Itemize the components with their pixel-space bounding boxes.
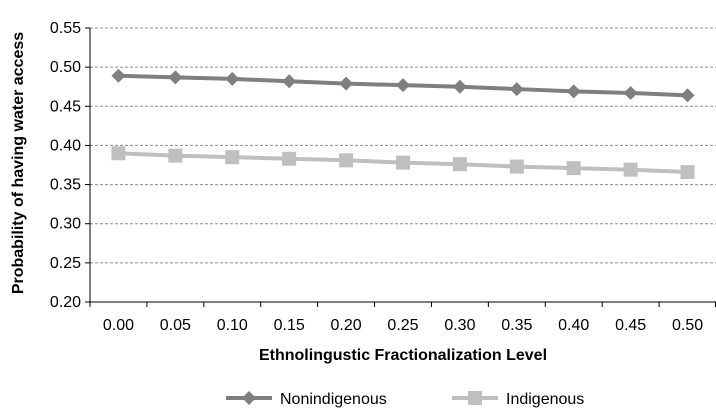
- data-point-nonindigenous: [566, 84, 581, 99]
- legend-marker-indigenous: [468, 391, 482, 405]
- x-tick-label: 0.35: [501, 317, 532, 334]
- x-tick-label: 0.20: [331, 317, 362, 334]
- axes: [85, 27, 716, 307]
- legend-item-nonindigenous: Nonindigenous: [226, 391, 387, 408]
- data-point-indigenous: [509, 159, 524, 174]
- x-tick-label: 0.25: [387, 317, 418, 334]
- data-point-indigenous: [623, 162, 638, 177]
- data-point-indigenous: [339, 153, 354, 168]
- data-point-indigenous: [566, 161, 581, 176]
- data-point-indigenous: [396, 155, 410, 170]
- x-tick-label: 0.30: [444, 317, 475, 334]
- data-point-indigenous: [282, 151, 297, 166]
- legend: Nonindigenous Indigenous: [226, 391, 584, 408]
- legend-label-indigenous: Indigenous: [506, 391, 584, 408]
- series-nonindigenous: [111, 68, 695, 103]
- data-point-nonindigenous: [225, 71, 240, 86]
- x-tick-label: 0.05: [160, 317, 191, 334]
- x-tick-label: 0.50: [672, 317, 703, 334]
- legend-label-nonindigenous: Nonindigenous: [280, 391, 387, 408]
- data-point-nonindigenous: [396, 78, 410, 93]
- y-tick-label: 0.40: [50, 137, 81, 154]
- tick-labels: 0.20 0.25 0.30 0.35 0.40 0.45 0.50 0.55 0.00 0.05…: [50, 20, 703, 334]
- series-indigenous: [111, 146, 695, 180]
- y-tick-label: 0.35: [50, 177, 81, 194]
- x-tick-label: 0.45: [615, 317, 646, 334]
- data-point-nonindigenous: [339, 76, 354, 91]
- data-point-indigenous: [111, 146, 126, 161]
- y-tick-label: 0.20: [50, 294, 81, 311]
- data-point-nonindigenous: [509, 82, 524, 97]
- series-group: [111, 68, 695, 180]
- data-point-nonindigenous: [282, 74, 297, 89]
- y-tick-label: 0.25: [50, 255, 81, 272]
- legend-marker-nonindigenous: [242, 391, 256, 405]
- x-tick-label: 0.10: [217, 317, 248, 334]
- data-point-indigenous: [452, 157, 467, 172]
- data-point-nonindigenous: [680, 88, 695, 103]
- y-axis-title: Probability of having water access: [10, 32, 27, 294]
- x-tick-label: 0.15: [274, 317, 305, 334]
- y-tick-label: 0.55: [50, 20, 81, 37]
- data-point-indigenous: [680, 165, 695, 180]
- data-point-nonindigenous: [452, 79, 467, 94]
- y-tick-label: 0.50: [50, 59, 81, 76]
- x-tick-label: 0.00: [103, 317, 134, 334]
- data-point-indigenous: [168, 148, 183, 163]
- x-axis-title: Ethnolingustic Fractionalization Level: [259, 347, 547, 364]
- x-tick-label: 0.40: [558, 317, 589, 334]
- y-tick-label: 0.30: [50, 216, 81, 233]
- data-point-indigenous: [225, 150, 240, 165]
- y-tick-label: 0.45: [50, 98, 81, 115]
- data-point-nonindigenous: [623, 85, 638, 100]
- legend-item-indigenous: Indigenous: [452, 391, 584, 408]
- data-point-nonindigenous: [111, 68, 126, 83]
- data-point-nonindigenous: [168, 70, 183, 85]
- gridlines: [90, 27, 716, 264]
